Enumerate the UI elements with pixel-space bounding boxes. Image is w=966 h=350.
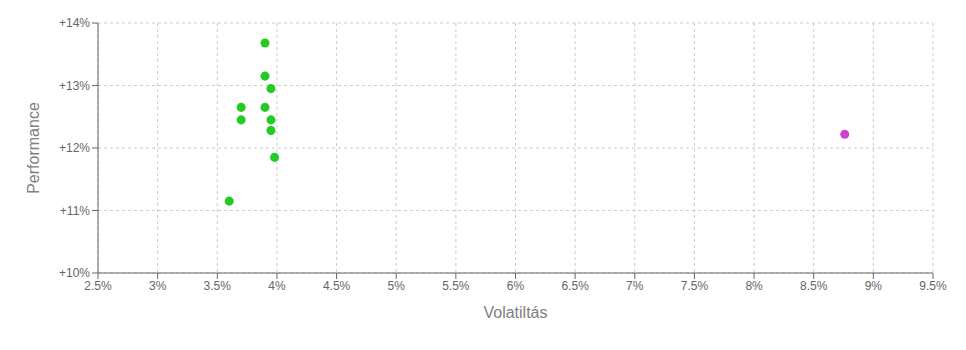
svg-text:8%: 8%	[745, 279, 763, 293]
svg-text:4%: 4%	[268, 279, 286, 293]
svg-text:+10%: +10%	[59, 266, 90, 280]
svg-text:6%: 6%	[507, 279, 525, 293]
svg-text:6.5%: 6.5%	[561, 279, 589, 293]
svg-text:7%: 7%	[626, 279, 644, 293]
svg-text:7.5%: 7.5%	[681, 279, 709, 293]
svg-text:3.5%: 3.5%	[204, 279, 232, 293]
svg-text:+13%: +13%	[59, 79, 90, 93]
svg-text:9%: 9%	[865, 279, 883, 293]
svg-text:5%: 5%	[388, 279, 406, 293]
svg-text:4.5%: 4.5%	[323, 279, 351, 293]
svg-text:+14%: +14%	[59, 16, 90, 30]
svg-text:2.5%: 2.5%	[84, 279, 112, 293]
svg-text:+12%: +12%	[59, 141, 90, 155]
svg-text:8.5%: 8.5%	[800, 279, 828, 293]
svg-text:9.5%: 9.5%	[919, 279, 947, 293]
svg-text:Volatiltás: Volatiltás	[483, 304, 547, 321]
svg-text:+11%: +11%	[60, 204, 90, 218]
svg-text:5.5%: 5.5%	[442, 279, 470, 293]
svg-text:3%: 3%	[149, 279, 167, 293]
svg-text:Performance: Performance	[25, 102, 42, 194]
